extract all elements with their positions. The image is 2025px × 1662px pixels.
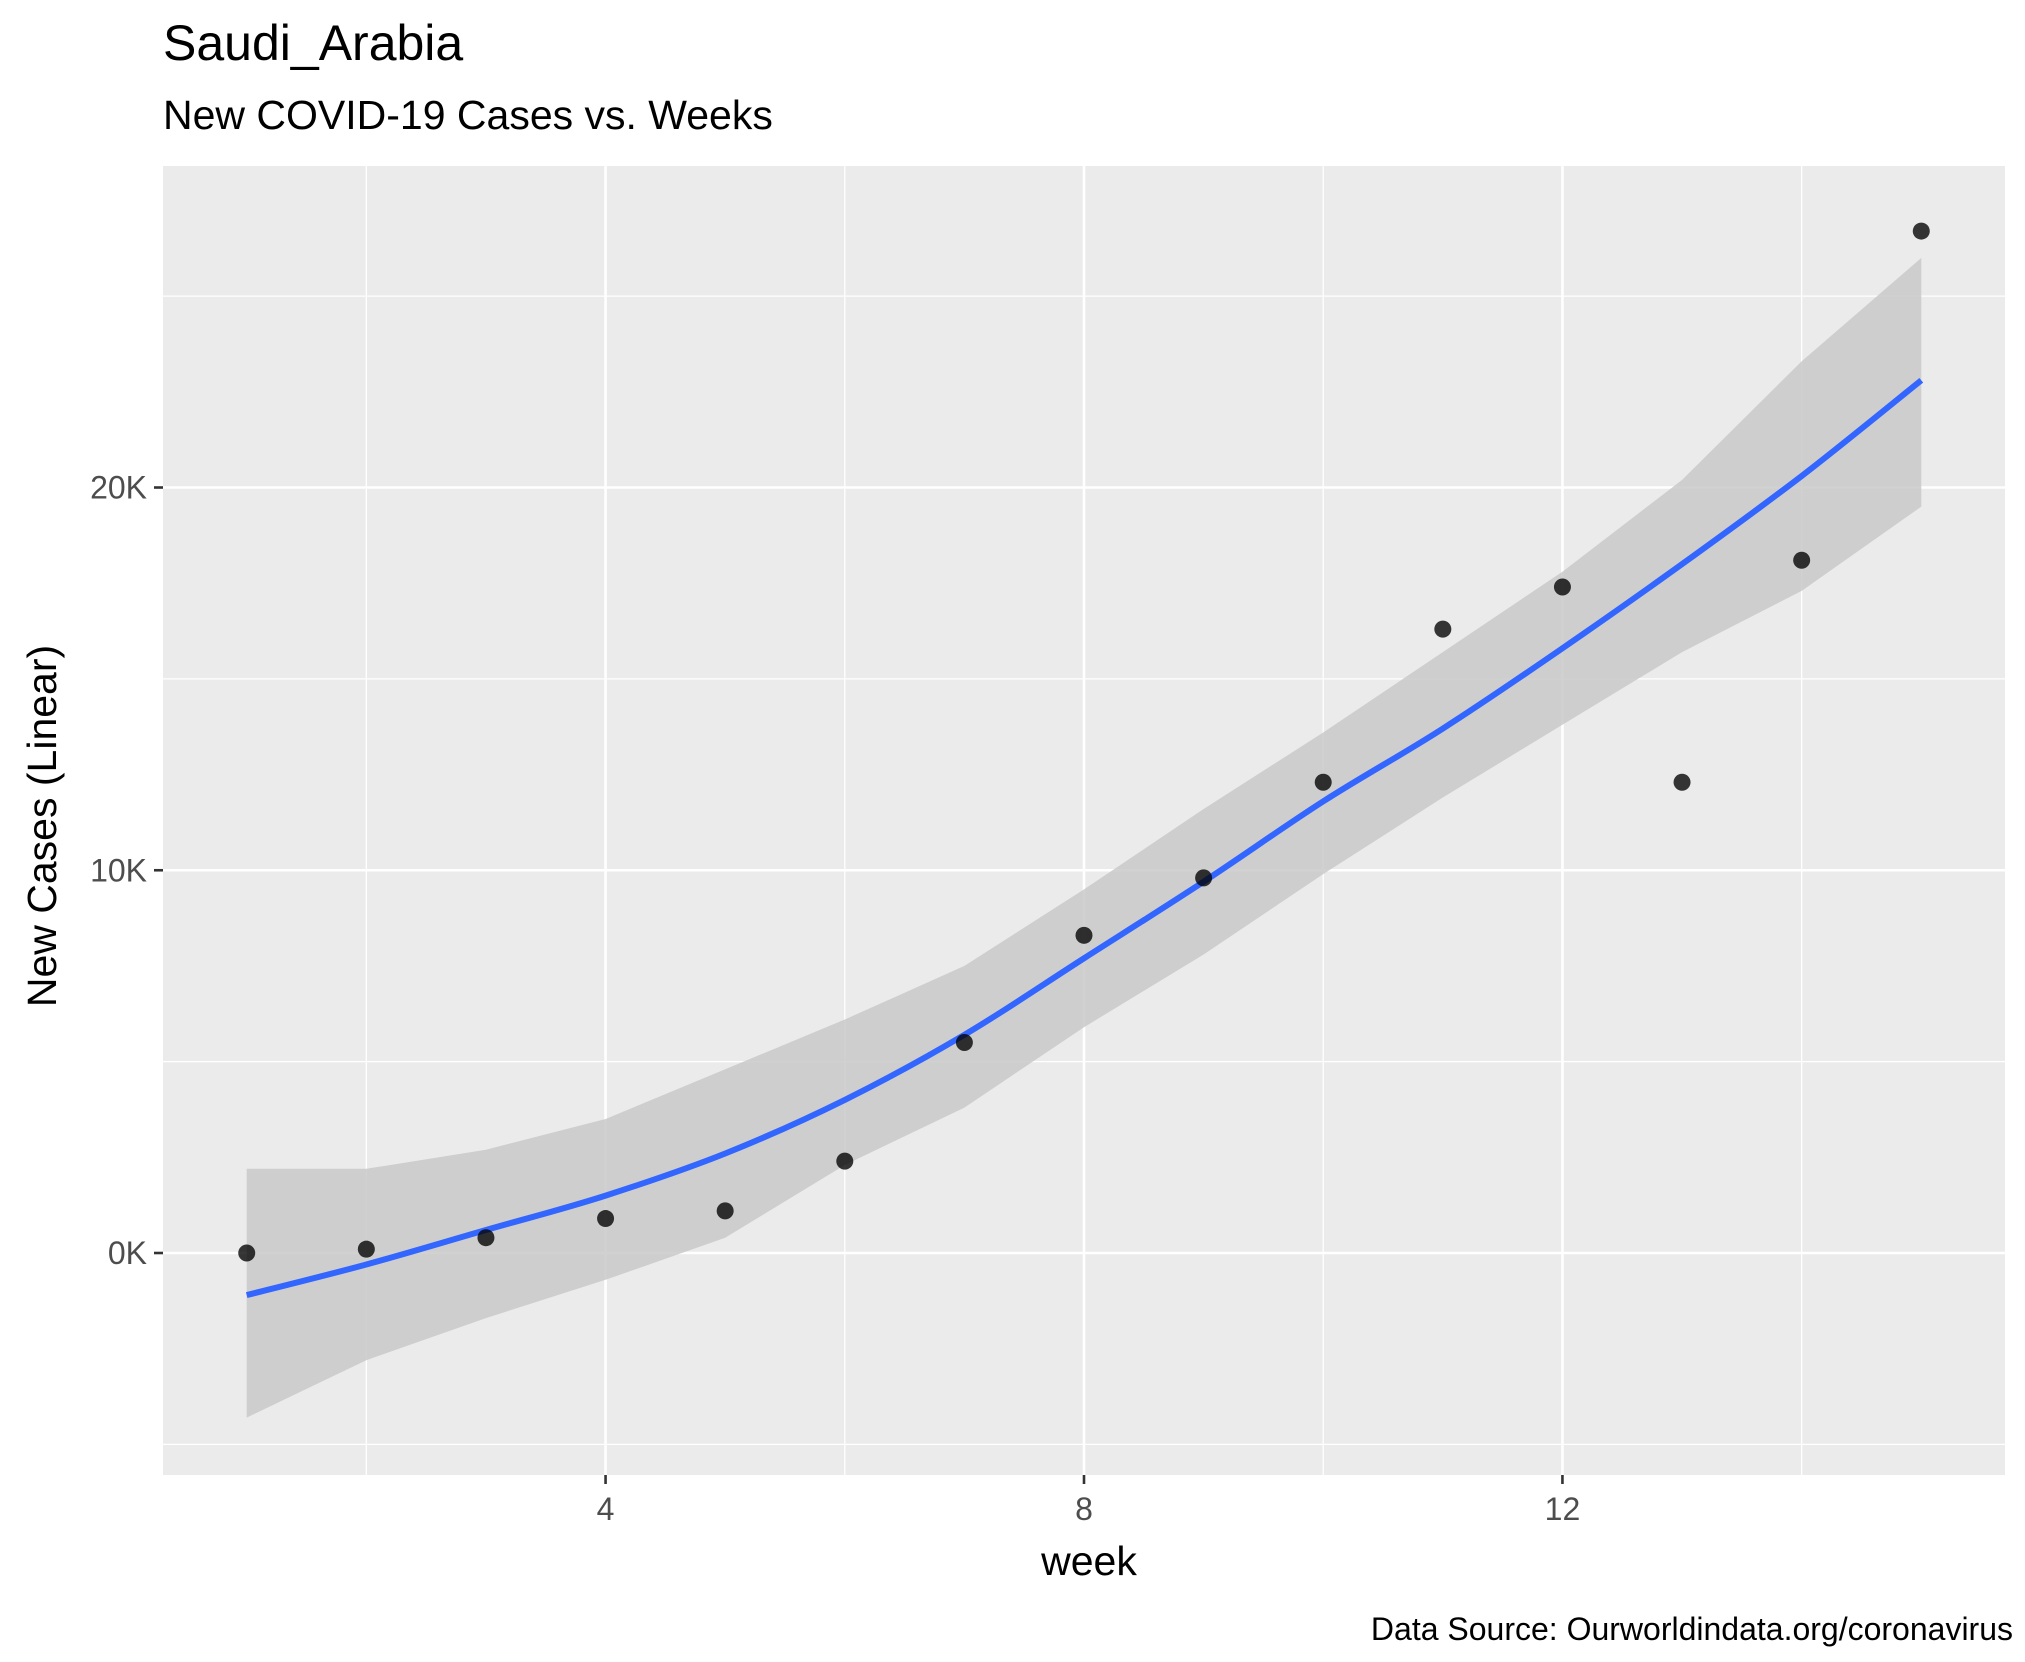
data-point	[1912, 222, 1930, 240]
confidence-ribbon	[246, 257, 1922, 1418]
x-tick-label: 8	[1075, 1491, 1093, 1527]
data-points	[238, 222, 1930, 1262]
major-gridlines	[163, 166, 2005, 1475]
data-point	[955, 1033, 973, 1051]
y-tick-label: 0K	[108, 1235, 147, 1271]
y-tick-labels: 0K 10K 20K	[90, 470, 147, 1271]
data-point	[1314, 773, 1332, 791]
data-point	[1075, 926, 1093, 944]
y-tick-label: 20K	[90, 470, 147, 506]
axis-ticks	[154, 486, 1564, 1484]
chart-subtitle: New COVID-19 Cases vs. Weeks	[163, 92, 773, 138]
data-point	[1793, 551, 1811, 569]
y-axis-title: New Cases (Linear)	[19, 645, 65, 1007]
x-tick-label: 4	[597, 1491, 615, 1527]
x-axis-title: week	[1040, 1538, 1137, 1584]
data-point	[238, 1244, 256, 1262]
data-point	[597, 1210, 615, 1228]
x-tick-label: 12	[1545, 1491, 1581, 1527]
y-tick-label: 10K	[90, 852, 147, 888]
data-point	[357, 1240, 375, 1258]
data-point	[1673, 773, 1691, 791]
x-tick-labels: 4 8 12	[597, 1491, 1581, 1527]
fit-line	[245, 377, 1924, 1299]
data-point	[1434, 620, 1452, 638]
chart-title: Saudi_Arabia	[163, 15, 463, 71]
data-point	[716, 1202, 734, 1220]
data-source-caption: Data Source: Ourworldindata.org/coronavi…	[1371, 1611, 2013, 1647]
data-point	[1553, 578, 1571, 596]
data-point	[836, 1152, 854, 1170]
data-point	[1195, 869, 1213, 887]
data-point	[477, 1229, 495, 1247]
